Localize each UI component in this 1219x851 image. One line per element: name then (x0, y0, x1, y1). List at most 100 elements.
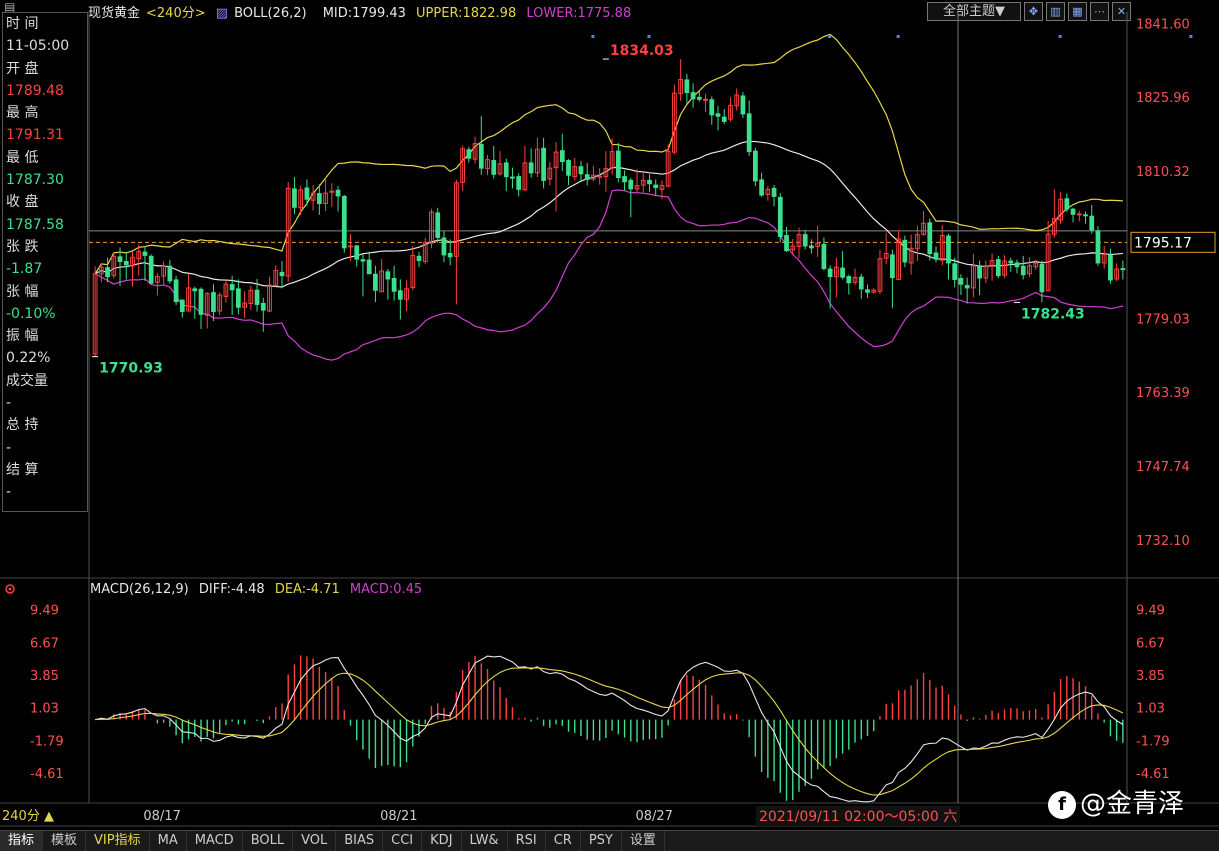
tab-0[interactable]: 指标 (0, 831, 44, 851)
candle (628, 178, 634, 218)
candle-body (771, 187, 777, 197)
open-label: 开 盘 (6, 60, 39, 77)
tab-10[interactable]: LW& (462, 831, 508, 851)
candle-body (871, 289, 877, 293)
candle (229, 275, 235, 315)
candle (703, 93, 708, 112)
candle-body (765, 188, 771, 196)
candle-body (615, 150, 621, 179)
candle-body (316, 193, 322, 204)
chart-frame (0, 12, 1219, 827)
candle (260, 297, 266, 332)
candle (908, 234, 914, 275)
tab-14[interactable]: 设置 (622, 831, 665, 851)
macd-y-tick-label-left: -4.61 (30, 767, 64, 782)
candle (1002, 255, 1007, 279)
tab-6[interactable]: VOL (293, 831, 337, 851)
tab-8[interactable]: CCI (383, 831, 423, 851)
more-icon[interactable]: ⋯ (1090, 2, 1109, 21)
candle (566, 159, 571, 186)
candle-body (734, 94, 740, 107)
candle (130, 251, 135, 287)
candle-body (703, 98, 708, 101)
candle (921, 211, 926, 236)
settle-label: 结 算 (6, 461, 39, 478)
tab-11[interactable]: RSI (508, 831, 546, 851)
candle (466, 146, 472, 163)
candle-body (117, 256, 123, 263)
candle (684, 73, 690, 104)
candle-body (896, 238, 902, 280)
candle (1076, 210, 1082, 222)
candle (846, 274, 852, 295)
candle-body (877, 258, 883, 292)
candle (285, 181, 291, 282)
tab-13[interactable]: PSY (581, 831, 622, 851)
candle-body (578, 166, 584, 175)
candle (1095, 226, 1101, 266)
y-tick-label: 1747.74 (1136, 460, 1190, 475)
boll-mid-line (94, 140, 1123, 288)
candle (167, 260, 173, 284)
candle-body (211, 292, 216, 313)
candle-body (236, 288, 241, 308)
candle-body (198, 288, 204, 315)
candle-body (155, 276, 160, 283)
tab-4[interactable]: MACD (187, 831, 243, 851)
open-value: 1789.48 (6, 82, 64, 99)
tab-9[interactable]: KDJ (422, 831, 462, 851)
candle (279, 261, 285, 289)
candle (236, 279, 241, 315)
candle-body (746, 113, 752, 153)
candle-body (921, 222, 926, 236)
tab-7[interactable]: BIAS (336, 831, 384, 851)
window-corner-icon[interactable]: ▤ (4, 0, 16, 14)
candle-body (298, 189, 304, 209)
macd-y-tick-label-right: 9.49 (1136, 604, 1165, 619)
candle (902, 235, 908, 268)
boll-indicator-icon: ▨ (215, 6, 229, 21)
candle-body (678, 78, 684, 95)
candle-body (179, 299, 185, 313)
candle (753, 147, 758, 187)
chart-icon[interactable]: ▥ (1046, 2, 1065, 21)
grid-icon[interactable]: ✥ (1024, 2, 1043, 21)
tab-12[interactable]: CR (546, 831, 581, 851)
candle-body (348, 245, 353, 248)
candle (721, 109, 727, 125)
candle (640, 171, 646, 193)
candle (1051, 189, 1057, 238)
candle-body (566, 160, 571, 176)
event-dot (828, 35, 832, 38)
tab-1[interactable]: 模板 (43, 831, 87, 851)
period-tag[interactable]: <240分> (146, 6, 206, 21)
candle-body (416, 255, 422, 262)
tab-5[interactable]: BOLL (243, 831, 294, 851)
macd-header: MACD(26,12,9) DIFF:-4.48 DEA:-4.71 MACD:… (90, 582, 428, 597)
candle-body (1039, 263, 1045, 293)
candle (977, 260, 982, 295)
candle-body (977, 265, 982, 279)
table-icon[interactable]: ▦ (1068, 2, 1087, 21)
candle-body (223, 283, 229, 297)
candle (348, 234, 353, 261)
close-icon[interactable]: ✕ (1112, 2, 1131, 21)
candle-body (890, 254, 895, 279)
boll-lower-line (94, 189, 1124, 361)
candle-body (883, 252, 889, 259)
candle (914, 225, 920, 262)
candle (777, 193, 783, 243)
candle (204, 292, 210, 329)
candle (622, 170, 627, 191)
period-button[interactable]: 240分 ▲ (2, 809, 54, 824)
macd-settings-icon[interactable] (4, 580, 16, 594)
tab-2[interactable]: VIP指标 (86, 831, 150, 851)
tab-3[interactable]: MA (150, 831, 187, 851)
candle (397, 279, 403, 320)
candle-body (1045, 233, 1051, 292)
candle (672, 84, 677, 155)
candle (528, 148, 534, 178)
candle-body (148, 255, 154, 284)
time-label: 时 间 (6, 16, 39, 32)
